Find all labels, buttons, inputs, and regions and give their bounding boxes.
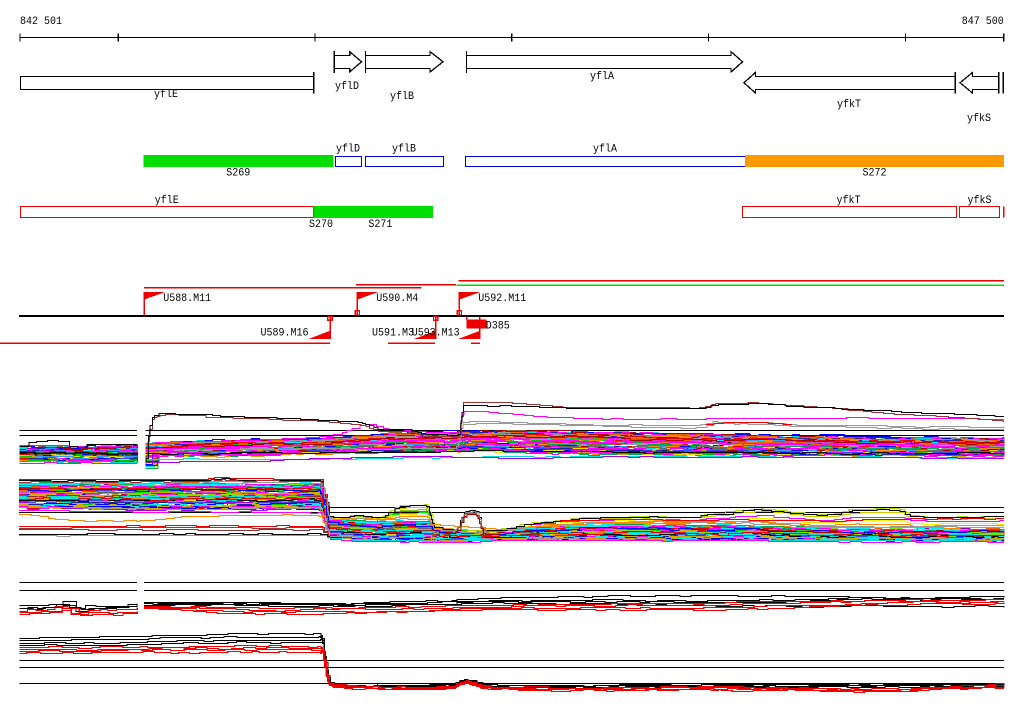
svg-text:S271: S271 (368, 219, 392, 231)
svg-text:D385: D385 (486, 321, 510, 333)
svg-text:yfkS: yfkS (968, 195, 992, 207)
svg-text:U593.M13: U593.M13 (412, 328, 460, 340)
svg-text:yflB: yflB (392, 143, 416, 155)
svg-text:yfkS: yfkS (967, 113, 991, 125)
svg-text:yflA: yflA (593, 143, 617, 155)
svg-text:yflB: yflB (390, 91, 414, 103)
svg-text:U591.M3: U591.M3 (372, 328, 414, 340)
svg-text:847 500: 847 500 (962, 16, 1004, 28)
svg-text:842 501: 842 501 (20, 16, 62, 28)
svg-text:yflA: yflA (590, 71, 614, 83)
svg-text:yflD: yflD (335, 81, 359, 93)
svg-text:yflE: yflE (154, 89, 178, 101)
svg-text:U589.M16: U589.M16 (261, 328, 309, 340)
svg-text:U588.M11: U588.M11 (163, 293, 211, 305)
svg-text:U590.M4: U590.M4 (376, 293, 418, 305)
svg-text:S270: S270 (309, 219, 333, 231)
svg-text:yfkT: yfkT (837, 195, 861, 207)
svg-text:yflE: yflE (155, 195, 179, 207)
svg-text:S272: S272 (863, 168, 887, 180)
svg-text:U592.M11: U592.M11 (478, 293, 526, 305)
svg-text:yflD: yflD (336, 143, 360, 155)
svg-text:yfkT: yfkT (837, 99, 861, 111)
svg-text:S269: S269 (226, 168, 250, 180)
